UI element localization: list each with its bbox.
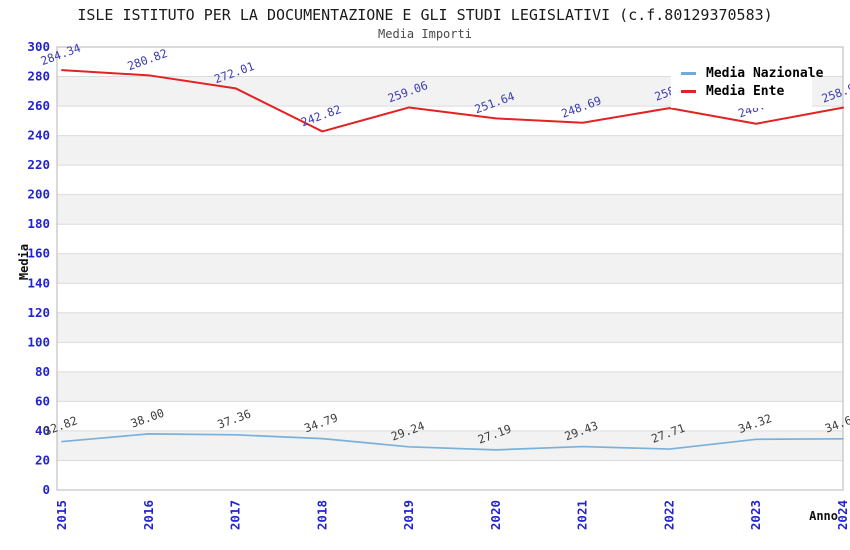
legend-item-media-nazionale: Media Nazionale <box>681 65 823 81</box>
plot-band <box>57 283 843 313</box>
x-tick-label: 2024 <box>835 500 850 530</box>
y-tick-label: 0 <box>42 482 50 497</box>
y-tick-label: 140 <box>27 275 50 290</box>
plot-band <box>57 194 843 225</box>
y-tick-label: 20 <box>35 452 50 467</box>
y-tick-label: 280 <box>27 69 50 84</box>
plot-band <box>57 135 843 166</box>
x-tick-label: 2015 <box>54 500 69 530</box>
x-tick-label: 2022 <box>661 500 676 530</box>
x-tick-label: 2018 <box>314 500 329 530</box>
y-tick-label: 120 <box>27 305 50 320</box>
x-axis-title: Anno <box>809 509 838 523</box>
y-tick-label: 60 <box>35 393 50 408</box>
plot-band <box>57 371 843 402</box>
plot-band <box>57 460 843 490</box>
x-tick-label: 2021 <box>575 500 590 530</box>
series-line-media-ente <box>61 69 844 133</box>
y-tick-label: 40 <box>35 423 50 438</box>
y-tick-label: 160 <box>27 246 50 261</box>
x-tick-label: 2019 <box>401 500 416 530</box>
x-tick-label: 2016 <box>141 500 156 530</box>
plot-band <box>57 430 843 461</box>
y-tick-label: 300 <box>27 39 50 54</box>
legend-label: Media Ente <box>706 83 785 99</box>
plot-border <box>56 46 844 491</box>
y-tick-label: 180 <box>27 216 50 231</box>
plot-band <box>57 253 843 284</box>
x-tick-label: 2023 <box>748 500 763 530</box>
legend-line-icon-ente <box>681 89 696 93</box>
legend-item-media-ente: Media Ente <box>681 83 804 99</box>
plot-band <box>57 165 843 195</box>
x-tick-label: 2017 <box>228 500 243 530</box>
y-tick-label: 200 <box>27 187 50 202</box>
legend: Media Nazionale Media Ente <box>671 56 823 108</box>
y-tick-label: 80 <box>35 364 50 379</box>
y-tick-label: 260 <box>27 98 50 113</box>
y-tick-label: 220 <box>27 157 50 172</box>
legend-label: Media Nazionale <box>706 65 824 81</box>
y-tick-label: 240 <box>27 128 50 143</box>
y-axis-title: Media <box>17 243 31 281</box>
chart-subtitle: Media Importi <box>378 27 472 41</box>
plot-band <box>57 312 843 343</box>
plot-band <box>57 401 843 431</box>
y-tick-label: 100 <box>27 334 50 349</box>
legend-line-icon-nazionale <box>681 71 696 75</box>
chart-title: ISLE ISTITUTO PER LA DOCUMENTAZIONE E GL… <box>77 6 773 24</box>
x-tick-label: 2020 <box>488 500 503 530</box>
plot-band <box>57 106 843 136</box>
series-line-media-nazionale <box>61 433 844 451</box>
plot-band <box>57 342 843 372</box>
plot-band <box>57 224 843 254</box>
